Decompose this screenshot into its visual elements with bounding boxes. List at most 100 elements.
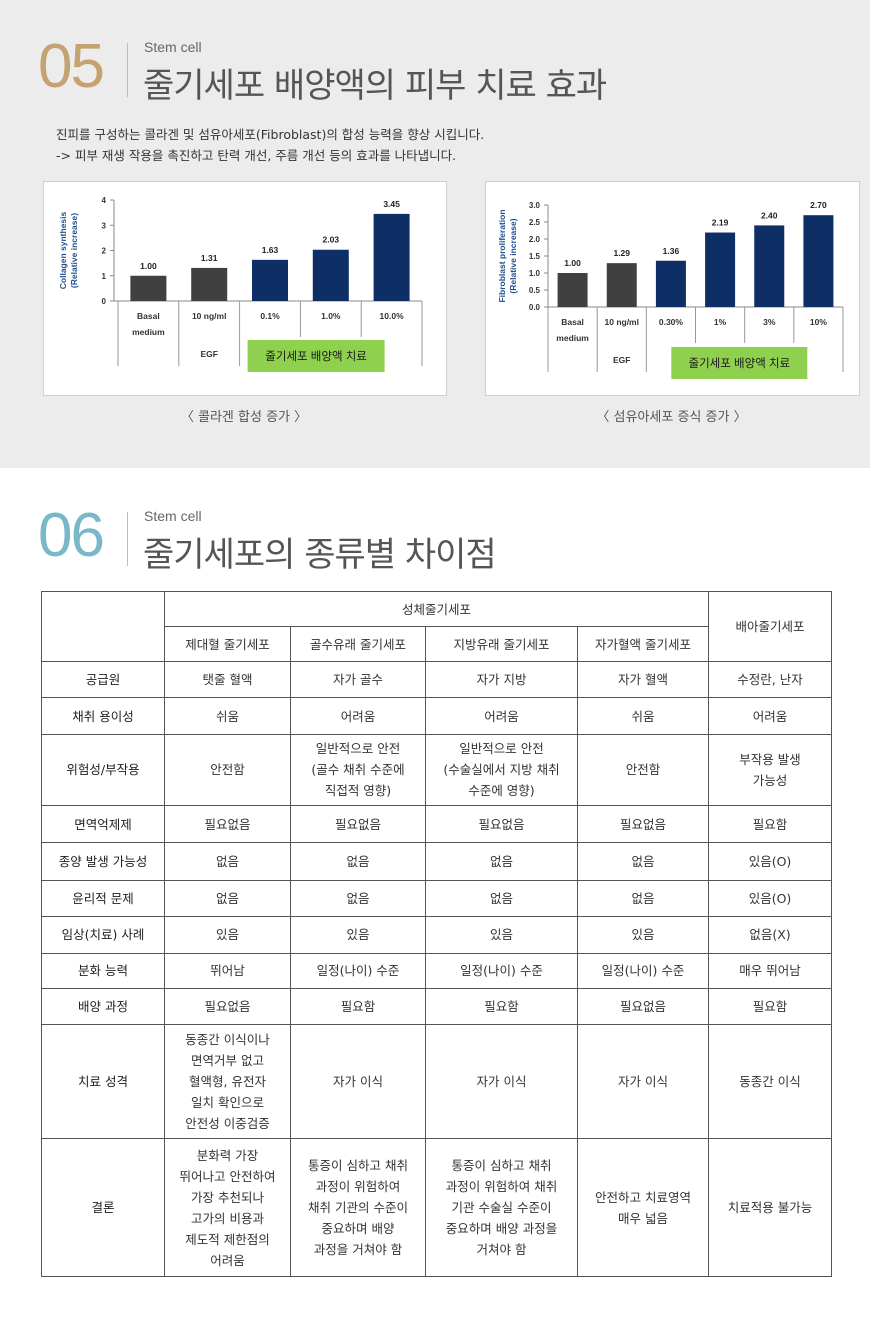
table-cell: 필요없음 <box>425 804 578 844</box>
y-tick-label: 1.5 <box>529 252 541 261</box>
row-label: 배양 과정 <box>41 987 165 1025</box>
table-cell: 없음 <box>425 880 578 918</box>
category-label: 3% <box>763 317 776 327</box>
row-label: 치료 성격 <box>41 1023 165 1140</box>
table-row: 결론 분화력 가장 뛰어나고 안전하여 가장 추천되나 고가의 비용과 제도적 제… <box>41 1138 833 1277</box>
bar <box>655 260 686 307</box>
divider <box>127 43 128 97</box>
table-cell: 있음(O) <box>708 842 833 882</box>
divider <box>127 512 128 566</box>
table-cell: 필요함 <box>290 987 426 1025</box>
bar <box>191 267 228 301</box>
table-cell: 쉬움 <box>164 697 291 735</box>
table-cell: 자가 혈액 <box>576 661 710 699</box>
table-cell: 일정(나이) 수준 <box>290 952 426 989</box>
table-cell: 매우 뛰어남 <box>708 952 833 989</box>
table-cell: 어려움 <box>425 697 578 735</box>
y-axis-label: (Relative increase) <box>508 218 518 293</box>
table-cell: 동종간 이식이나 면역거부 없고 혈액형, 유전자 일치 확인으로 안전성 이중… <box>164 1023 291 1140</box>
row-label: 종양 발생 가능성 <box>41 842 165 882</box>
bar <box>754 225 785 307</box>
table-row: 종양 발생 가능성 없음 없음 없음 없음 있음(O) <box>41 842 833 882</box>
header-embryonic-stem-cell: 배아줄기세포 <box>708 590 833 663</box>
table-cell: 동종간 이식 <box>708 1023 833 1140</box>
collagen-chart-svg: 0 1 2 3 4 1.00 Basal medium 1.31 10 ng/ml 1.63 0.1%… <box>58 196 423 372</box>
section-kicker: Stem cell <box>144 39 202 55</box>
header-adult-stem-cell: 성체줄기세포 <box>163 590 710 628</box>
y-tick-label: 3.0 <box>529 201 541 210</box>
table-row: 공급원 탯줄 혈액 자가 골수 자가 지방 자가 혈액 수정란, 난자 <box>41 661 833 699</box>
bar <box>130 275 167 301</box>
table-cell: 부작용 발생 가능성 <box>708 733 833 806</box>
category-label: 1% <box>714 317 727 327</box>
table-cell: 있음 <box>164 916 291 954</box>
table-row: 면역억제제 필요없음 필요없음 필요없음 필요없음 필요함 <box>41 804 833 844</box>
treatment-box <box>247 340 385 372</box>
table-cell: 뛰어남 <box>164 952 291 989</box>
bar <box>252 259 288 301</box>
value-label: 3.45 <box>383 199 400 209</box>
table-cell: 필요없음 <box>576 804 710 844</box>
table-cell: 수정란, 난자 <box>708 661 833 699</box>
table-subheader-row: 제대혈 줄기세포 골수유래 줄기세포 지방유래 줄기세포 자가혈액 줄기세포 <box>42 626 832 663</box>
table-cell: 없음 <box>290 842 426 882</box>
category-label: Basal <box>137 311 160 321</box>
collagen-chart: 0 1 2 3 4 1.00 Basal medium 1.31 10 ng/ml 1.63 0.1%… <box>43 181 447 396</box>
category-label: medium <box>556 333 589 343</box>
column-header: 제대혈 줄기세포 <box>164 626 291 663</box>
table-header-row: 성체줄기세포 배아줄기세포 <box>41 590 833 663</box>
table-cell: 필요함 <box>708 804 833 844</box>
table-row: 윤리적 문제 없음 없음 없음 없음 있음(O) <box>41 880 833 918</box>
table-row: 배양 과정 필요없음 필요함 필요함 필요없음 필요함 <box>41 987 833 1025</box>
section-title: 줄기세포 배양액의 피부 치료 효과 <box>143 66 607 106</box>
table-cell: 없음 <box>576 842 710 882</box>
table-cell: 쉬움 <box>576 697 710 735</box>
row-label: 위험성/부작용 <box>41 733 165 806</box>
table-cell: 안전함 <box>164 733 291 806</box>
table-cell: 자가 이식 <box>576 1023 710 1140</box>
table-cell: 필요없음 <box>164 987 291 1025</box>
row-label: 분화 능력 <box>41 952 165 989</box>
value-label: 1.29 <box>613 248 630 258</box>
treatment-box <box>671 347 808 379</box>
table-cell: 일정(나이) 수준 <box>425 952 578 989</box>
table-cell: 치료적용 불가능 <box>708 1138 833 1277</box>
value-label: 1.63 <box>262 245 279 255</box>
table-cell: 탯줄 혈액 <box>164 661 291 699</box>
table-cell: 없음 <box>164 842 291 882</box>
y-tick-label: 4 <box>102 196 107 205</box>
category-label: 0.30% <box>659 317 684 327</box>
collagen-chart-caption: 〈 콜라겐 합성 증가 〉 <box>180 410 308 425</box>
table-cell: 없음 <box>290 880 426 918</box>
fibroblast-chart-caption: 〈 섬유아세포 증식 증가 〉 <box>596 410 747 425</box>
table-cell: 없음 <box>425 842 578 882</box>
bar <box>606 263 637 307</box>
table-cell: 필요함 <box>425 987 578 1025</box>
table-cell: 분화력 가장 뛰어나고 안전하여 가장 추천되나 고가의 비용과 제도적 제한점… <box>164 1138 291 1277</box>
table-cell: 일반적으로 안전 (골수 채취 수준에 직접적 영향) <box>290 733 426 806</box>
category-label: 10 ng/ml <box>192 311 226 321</box>
table-row: 임상(치료) 사례 있음 있음 있음 있음 없음(X) <box>41 916 833 954</box>
section-title: 줄기세포의 종류별 차이점 <box>143 535 497 575</box>
y-tick-label: 0.5 <box>529 286 541 295</box>
table-row: 위험성/부작용 안전함 일반적으로 안전 (골수 채취 수준에 직접적 영향) 일반적… <box>41 733 833 806</box>
category-label: 10% <box>810 317 827 327</box>
table-cell: 있음(O) <box>708 880 833 918</box>
table-cell: 필요없음 <box>576 987 710 1025</box>
table-cell: 필요없음 <box>290 804 426 844</box>
table-cell: 자가 이식 <box>290 1023 426 1140</box>
intro-line-1: 진피를 구성하는 콜라겐 및 섬유아세포(Fibroblast)의 합성 능력을… <box>56 127 485 142</box>
fibroblast-chart: 0.0 0.5 1.0 1.5 2.0 2.5 3.0 1.00 Basal medium 1.29… <box>485 181 860 396</box>
table-cell: 안전하고 치료영역 매우 넓음 <box>576 1138 710 1277</box>
value-label: 2.19 <box>712 218 729 228</box>
table-row: 분화 능력 뛰어남 일정(나이) 수준 일정(나이) 수준 일정(나이) 수준 매우 뛰어… <box>41 952 833 989</box>
table-row: 채취 용이성 쉬움 어려움 어려움 쉬움 어려움 <box>41 697 833 735</box>
table-cell: 있음 <box>290 916 426 954</box>
intro-line-2: -> 피부 재생 작용을 촉진하고 탄력 개선, 주름 개선 등의 효과를 나타… <box>56 148 457 163</box>
column-header: 골수유래 줄기세포 <box>290 626 426 663</box>
y-tick-label: 0.0 <box>529 303 541 312</box>
row-label: 면역억제제 <box>41 804 165 844</box>
table-cell: 통증이 심하고 채취 과정이 위험하여 채취 기관의 수준이 중요하며 배양 과… <box>290 1138 426 1277</box>
value-label: 1.00 <box>140 261 157 271</box>
table-cell: 있음 <box>576 916 710 954</box>
